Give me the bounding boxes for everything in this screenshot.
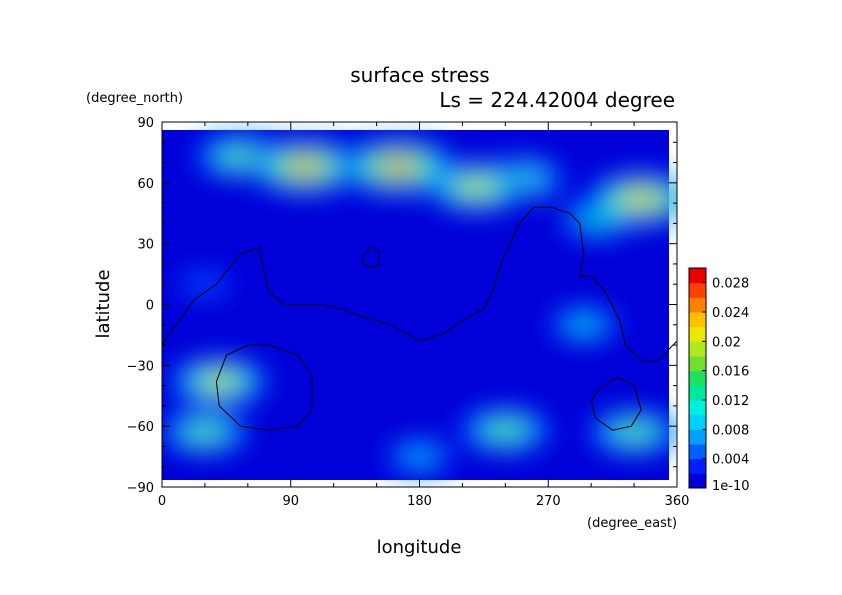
colorbar-swatch <box>689 282 706 298</box>
colorbar-label: 0.008 <box>712 423 749 438</box>
colorbar-frame <box>688 267 707 489</box>
y-units-label: (degree_north) <box>86 91 183 106</box>
chart-title: surface stress <box>350 63 489 87</box>
heat-feature <box>620 425 649 440</box>
x-tick-label: 270 <box>536 494 561 509</box>
colorbar-swatch <box>689 356 706 372</box>
heat-feature <box>190 425 219 440</box>
y-axis-label: latitude <box>93 269 114 338</box>
colorbar-label: 0.012 <box>712 394 749 409</box>
colorbar-label: 0.028 <box>712 277 749 292</box>
y-tick-label: 60 <box>137 177 154 192</box>
coastline-layer <box>162 206 677 431</box>
heat-feature <box>190 277 219 292</box>
colorbar-swatch <box>689 297 706 313</box>
y-tick-label: 0 <box>146 299 154 314</box>
heat-feature <box>462 179 491 194</box>
heat-feature <box>405 449 434 464</box>
y-tick-label: −60 <box>127 420 154 435</box>
heat-feature <box>627 192 656 207</box>
x-axis: 0 90 180 270 360 <box>158 122 690 509</box>
colorbar-swatch <box>689 385 706 401</box>
heat-feature <box>491 423 520 438</box>
x-tick-label: 90 <box>282 494 299 509</box>
y-tick-label: −30 <box>127 359 154 374</box>
x-tick-label: 0 <box>158 494 166 509</box>
y-tick-label: 30 <box>137 238 154 253</box>
heat-feature <box>226 149 255 164</box>
colorbar-swatch <box>689 458 706 474</box>
x-axis-label: longitude <box>377 537 462 558</box>
colorbar-swatch <box>689 429 706 445</box>
coastline-contour <box>590 376 642 431</box>
chart-subtitle: Ls = 224.42004 degree <box>439 88 675 112</box>
colorbar: 0.028 0.024 0.02 0.016 0.012 0.008 0.004 1e-10 <box>688 267 750 494</box>
colorbar-swatch <box>689 326 706 342</box>
y-tick-label: −90 <box>127 481 154 496</box>
heatmap-layer <box>162 135 677 473</box>
colorbar-swatch <box>689 341 706 357</box>
heat-feature <box>384 159 413 174</box>
colorbar-label: 0.024 <box>712 306 749 321</box>
y-tick-label: 90 <box>137 116 154 131</box>
colorbar-label: 0.02 <box>712 335 741 350</box>
colorbar-swatch <box>689 370 706 386</box>
coastline-contour <box>162 206 677 362</box>
colorbar-label: 1e-10 <box>712 479 750 494</box>
x-tick-label: 360 <box>665 494 690 509</box>
colorbar-label: 0.016 <box>712 365 749 380</box>
x-tick-label: 180 <box>407 494 432 509</box>
colorbar-swatch <box>689 414 706 430</box>
colorbar-swatch <box>689 444 706 460</box>
colorbar-swatch <box>689 400 706 416</box>
colorbar-swatch <box>689 312 706 328</box>
x-units-label: (degree_east) <box>587 516 677 531</box>
y-axis: 90 60 30 0 −30 −60 −90 <box>127 116 677 496</box>
heat-feature <box>291 159 320 174</box>
heat-feature <box>205 374 234 389</box>
colorbar-swatch <box>689 268 706 284</box>
coastline-contour <box>361 247 380 269</box>
colorbar-swatch <box>689 473 706 489</box>
colorbar-label: 0.004 <box>712 453 749 468</box>
heat-feature <box>570 317 599 332</box>
coastline-contour <box>215 344 313 431</box>
